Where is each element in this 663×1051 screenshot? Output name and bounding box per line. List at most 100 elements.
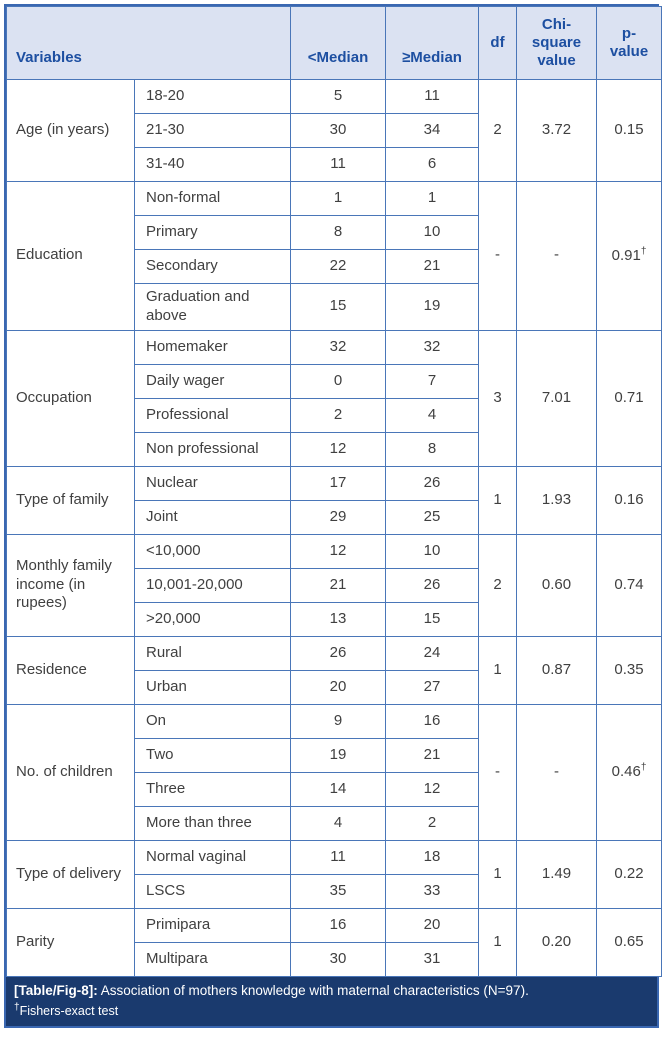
ge-median-cell: 24	[385, 635, 480, 671]
table-body: Age (in years) 18-20 5 11 2 3.72 0.15 21-30 30 34…	[6, 79, 663, 977]
ge-median-cell: 21	[385, 737, 480, 773]
table-row: Joint 29 25	[7, 499, 662, 535]
lt-median-cell: 2	[290, 397, 387, 433]
header-chi-square: Chi-square value	[516, 6, 598, 80]
variable-cell: Monthly family income (in rupees)	[6, 533, 135, 637]
category-cell: 31-40	[133, 147, 292, 182]
category-cell: Nuclear	[133, 465, 292, 501]
table-row: Professional 2 4	[7, 397, 662, 433]
ge-median-cell: 6	[385, 147, 480, 182]
ge-median-cell: 18	[385, 839, 480, 875]
chi-square-cell: 1.93	[516, 465, 598, 535]
ge-median-cell: 20	[385, 907, 480, 943]
category-cell: Multipara	[133, 941, 292, 977]
variable-cell: Parity	[6, 907, 135, 977]
category-cell: 18-20	[133, 79, 292, 114]
df-cell: 2	[478, 533, 518, 637]
p-value: 0.65	[614, 932, 644, 950]
p-value: 0.15	[614, 121, 644, 139]
header-df: df	[478, 6, 518, 80]
ge-median-cell: 26	[385, 567, 480, 603]
p-value-cell: 0.71	[596, 329, 663, 467]
category-cell: Urban	[133, 669, 292, 705]
table-row: Parity Primipara 16 20 1 0.20 0.65	[6, 907, 663, 977]
lt-median-cell: 11	[290, 147, 387, 182]
ge-median-cell: 12	[385, 771, 480, 807]
category-cell: 21-30	[133, 113, 292, 148]
dagger-icon: †	[14, 1001, 20, 1013]
lt-median-cell: 29	[290, 499, 387, 535]
variable-cell: No. of children	[6, 703, 135, 841]
p-value: 0.74	[614, 575, 644, 593]
df-cell: -	[478, 703, 518, 841]
ge-median-cell: 31	[385, 941, 480, 977]
table-row: No. of children On 9 16- -0.46†	[6, 703, 663, 841]
df-cell: 1	[478, 465, 518, 535]
category-cell: Primary	[133, 215, 292, 250]
df-cell: 1	[478, 635, 518, 705]
p-value: 0.46	[611, 763, 641, 781]
p-value-cell: 0.16	[596, 465, 663, 535]
variable-cell: Occupation	[6, 329, 135, 467]
category-cell: Primipara	[133, 907, 292, 943]
category-cell: On	[133, 703, 292, 739]
variable-cell: Residence	[6, 635, 135, 705]
table-caption: [Table/Fig-8]: Association of mothers kn…	[6, 976, 657, 1026]
variable-cell: Age (in years)	[6, 79, 135, 182]
chi-square-cell: -	[516, 703, 598, 841]
table-row: Type of family Nuclear 17 26 1 1.93 0.16	[6, 465, 663, 535]
lt-median-cell: 15	[290, 283, 387, 331]
header-p-value: p-value	[596, 6, 663, 80]
p-value-cell: 0.15	[596, 79, 663, 182]
table-row: 31-40 11 6	[7, 147, 662, 182]
lt-median-cell: 26	[290, 635, 387, 671]
lt-median-cell: 30	[290, 113, 387, 148]
ge-median-cell: 7	[385, 363, 480, 399]
lt-median-cell: 4	[290, 805, 387, 841]
lt-median-cell: 12	[290, 431, 387, 467]
p-value: 0.35	[614, 660, 644, 678]
ge-median-cell: 2	[385, 805, 480, 841]
df-cell: -	[478, 181, 518, 331]
ge-median-cell: 8	[385, 431, 480, 467]
chi-square-cell: 0.87	[516, 635, 598, 705]
chi-square-cell: 3.72	[516, 79, 598, 182]
lt-median-cell: 17	[290, 465, 387, 501]
ge-median-cell: 26	[385, 465, 480, 501]
table-row: 10,001-20,000 21 26	[7, 567, 662, 603]
category-cell: <10,000	[133, 533, 292, 569]
category-cell: Professional	[133, 397, 292, 433]
ge-median-cell: 33	[385, 873, 480, 909]
table-row: Three 14 12	[7, 771, 662, 807]
lt-median-cell: 13	[290, 601, 387, 637]
dagger-icon: †	[640, 245, 647, 257]
header-row: Variables <Median ≥Median df Chi-square …	[5, 6, 663, 80]
table-row: Residence Rural 26 24 1 0.87 0.35	[6, 635, 663, 705]
category-cell: Rural	[133, 635, 292, 671]
ge-median-cell: 10	[385, 533, 480, 569]
category-cell: Daily wager	[133, 363, 292, 399]
ge-median-cell: 25	[385, 499, 480, 535]
ge-median-cell: 10	[385, 215, 480, 250]
table-row: >20,000 13 15	[7, 601, 662, 637]
ge-median-cell: 19	[385, 283, 480, 331]
ge-median-cell: 27	[385, 669, 480, 705]
p-value: 0.71	[614, 388, 644, 406]
lt-median-cell: 32	[290, 329, 387, 365]
ge-median-cell: 11	[385, 79, 480, 114]
category-cell: Three	[133, 771, 292, 807]
header-variables: Variables	[5, 6, 292, 80]
table-row: Urban 20 27	[7, 669, 662, 705]
df-cell: 3	[478, 329, 518, 467]
lt-median-cell: 30	[290, 941, 387, 977]
caption-description: Association of mothers knowledge with ma…	[97, 982, 529, 998]
category-cell: LSCS	[133, 873, 292, 909]
table-row: 21-30 30 34	[7, 113, 662, 148]
df-cell: 2	[478, 79, 518, 182]
table-row: Occupation Homemaker 32 32 3 7.01 0.71	[6, 329, 663, 467]
category-cell: Normal vaginal	[133, 839, 292, 875]
category-cell: Non-formal	[133, 181, 292, 216]
lt-median-cell: 0	[290, 363, 387, 399]
lt-median-cell: 14	[290, 771, 387, 807]
ge-median-cell: 21	[385, 249, 480, 284]
